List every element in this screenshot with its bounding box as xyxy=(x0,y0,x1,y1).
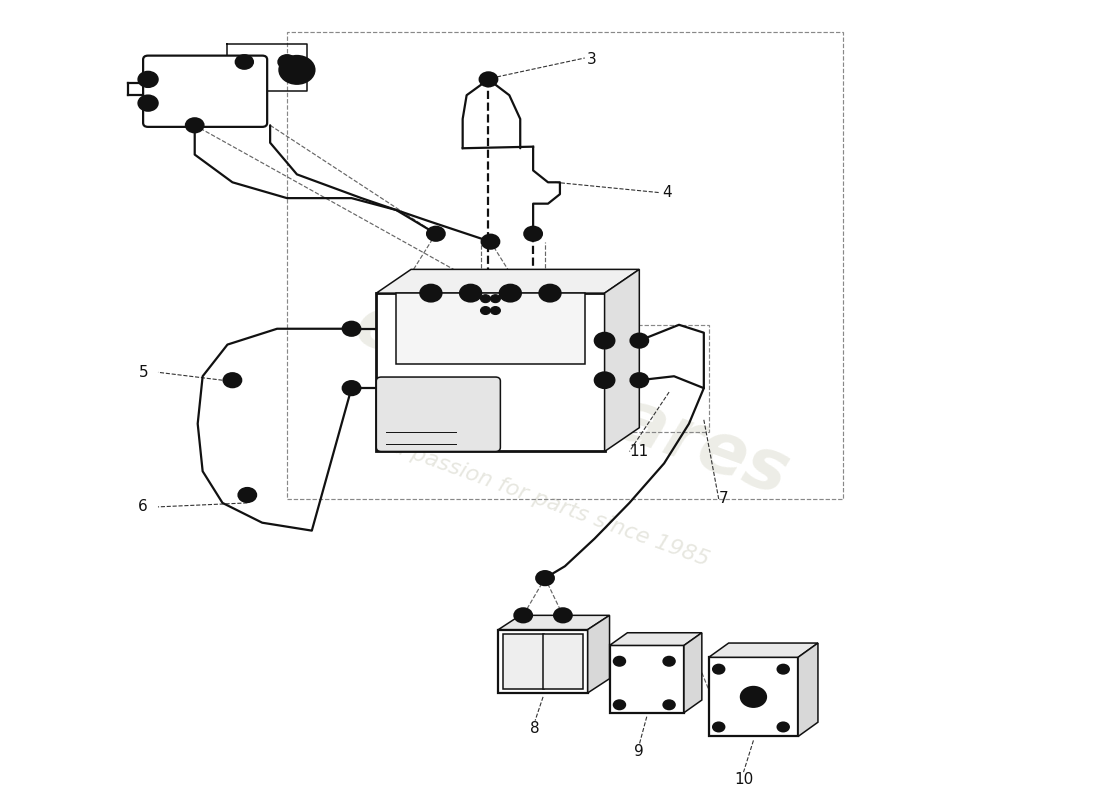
Text: 7: 7 xyxy=(718,491,728,506)
Circle shape xyxy=(778,665,789,674)
Polygon shape xyxy=(376,270,639,293)
Circle shape xyxy=(239,488,256,502)
Circle shape xyxy=(554,608,572,622)
Circle shape xyxy=(636,378,642,383)
Circle shape xyxy=(420,285,442,302)
Polygon shape xyxy=(708,658,799,737)
Text: 3: 3 xyxy=(586,52,596,67)
Circle shape xyxy=(519,613,527,618)
Circle shape xyxy=(278,55,296,69)
Polygon shape xyxy=(605,270,639,451)
Polygon shape xyxy=(498,630,587,693)
Circle shape xyxy=(482,234,499,249)
Polygon shape xyxy=(609,646,684,713)
Polygon shape xyxy=(587,615,609,693)
Circle shape xyxy=(601,377,608,383)
Circle shape xyxy=(499,285,521,302)
Bar xyxy=(543,634,583,689)
Polygon shape xyxy=(708,643,818,658)
Circle shape xyxy=(539,285,561,302)
Circle shape xyxy=(432,231,439,237)
Circle shape xyxy=(614,700,626,710)
Circle shape xyxy=(342,381,361,395)
Circle shape xyxy=(348,386,355,391)
Circle shape xyxy=(595,372,615,388)
Text: 6: 6 xyxy=(139,499,148,514)
Circle shape xyxy=(536,571,554,586)
Circle shape xyxy=(491,306,501,314)
Circle shape xyxy=(235,55,253,69)
Text: 8: 8 xyxy=(530,721,540,736)
Circle shape xyxy=(288,62,306,77)
Circle shape xyxy=(481,294,491,302)
FancyBboxPatch shape xyxy=(376,293,605,451)
Circle shape xyxy=(529,231,537,237)
Circle shape xyxy=(139,95,158,111)
Circle shape xyxy=(191,122,198,128)
Circle shape xyxy=(229,378,236,383)
Circle shape xyxy=(559,613,566,618)
Text: 9: 9 xyxy=(635,744,645,759)
Text: 4: 4 xyxy=(662,185,672,200)
Text: 10: 10 xyxy=(734,772,754,787)
Circle shape xyxy=(223,373,241,387)
Circle shape xyxy=(186,118,204,133)
Bar xyxy=(504,634,543,689)
Text: 5: 5 xyxy=(139,365,148,380)
Circle shape xyxy=(546,290,554,296)
FancyBboxPatch shape xyxy=(376,377,500,451)
Circle shape xyxy=(740,686,767,707)
Text: 11: 11 xyxy=(629,444,649,459)
Circle shape xyxy=(348,326,355,331)
Polygon shape xyxy=(684,633,702,713)
Polygon shape xyxy=(609,633,702,646)
Polygon shape xyxy=(498,615,609,630)
Bar xyxy=(595,325,708,432)
Circle shape xyxy=(713,665,725,674)
Text: eurospares: eurospares xyxy=(345,290,799,510)
Circle shape xyxy=(636,338,642,343)
Circle shape xyxy=(491,294,501,302)
Circle shape xyxy=(541,575,549,581)
Circle shape xyxy=(713,722,725,732)
Circle shape xyxy=(139,71,158,87)
Circle shape xyxy=(460,285,482,302)
Circle shape xyxy=(466,290,474,296)
Circle shape xyxy=(481,306,491,314)
Circle shape xyxy=(630,373,648,387)
Circle shape xyxy=(525,226,542,241)
Circle shape xyxy=(515,608,532,622)
Circle shape xyxy=(630,334,648,348)
Bar xyxy=(287,32,843,499)
Circle shape xyxy=(778,722,789,732)
Circle shape xyxy=(506,290,515,296)
Circle shape xyxy=(279,56,315,84)
Circle shape xyxy=(601,338,608,344)
Circle shape xyxy=(663,700,675,710)
Circle shape xyxy=(244,492,251,498)
Circle shape xyxy=(485,77,492,82)
Circle shape xyxy=(595,333,615,349)
Circle shape xyxy=(427,226,444,241)
Circle shape xyxy=(663,657,675,666)
Bar xyxy=(396,293,585,364)
Text: a passion for parts since 1985: a passion for parts since 1985 xyxy=(388,436,712,570)
Circle shape xyxy=(342,322,361,336)
Circle shape xyxy=(480,72,497,86)
Circle shape xyxy=(614,657,626,666)
Circle shape xyxy=(427,290,434,296)
Polygon shape xyxy=(799,643,818,737)
Circle shape xyxy=(487,239,494,245)
FancyBboxPatch shape xyxy=(143,56,267,127)
